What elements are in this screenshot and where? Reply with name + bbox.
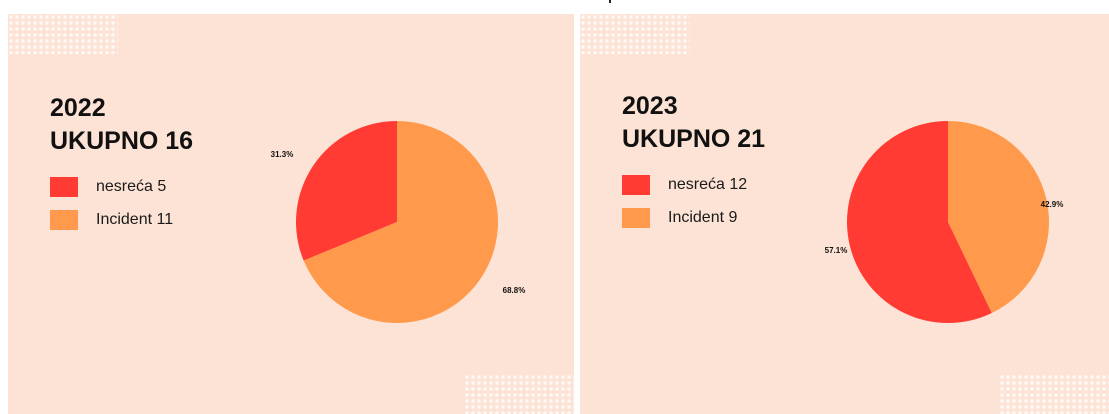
pie-percent-label: 42.9%	[1041, 200, 1064, 209]
pie-percent-label: 68.8%	[503, 286, 526, 295]
legend-item-nesreca: nesreća 12	[622, 168, 747, 201]
legend-item-incident: Incident 11	[50, 203, 173, 236]
chart-total: UKUPNO 16	[50, 127, 194, 155]
chart-title: 2023 UKUPNO 21	[622, 90, 765, 156]
pie-slice-incident	[303, 121, 498, 324]
pie-chart: 57.1% 42.9%	[825, 121, 1064, 323]
pie-slice-incident	[948, 121, 1049, 313]
chart-panel-2022: 2022 UKUPNO 16 nesreća 5 Incident 11 31.…	[8, 14, 574, 414]
legend-item-incident: Incident 9	[622, 201, 747, 234]
legend: nesreća 5 Incident 11	[50, 170, 173, 236]
legend-label: Incident 11	[96, 210, 174, 228]
decorative-dots	[999, 374, 1109, 414]
legend-label: nesreća 5	[96, 177, 167, 195]
chart-year: 2022	[50, 94, 106, 122]
legend-item-nesreca: nesreća 5	[50, 170, 173, 203]
chart-title: 2022 UKUPNO 16	[50, 92, 193, 158]
decorative-dots	[580, 14, 690, 54]
legend: nesreća 12 Incident 9	[622, 168, 747, 234]
pie-slice-nesreca	[296, 121, 397, 261]
chart-year: 2023	[622, 92, 678, 120]
legend-swatch	[622, 174, 650, 195]
pie-percent-label: 31.3%	[271, 150, 294, 159]
legend-label: Incident 9	[668, 208, 738, 226]
pie-percent-label: 57.1%	[825, 246, 848, 255]
decorative-dots	[464, 374, 574, 414]
decorative-dots	[8, 14, 118, 54]
legend-swatch	[50, 209, 78, 230]
chart-total: UKUPNO 21	[622, 125, 766, 153]
stray-dot	[609, 0, 611, 3]
legend-label: nesreća 12	[668, 175, 748, 193]
pie-slice-nesreca	[847, 121, 992, 323]
pie-chart: 31.3% 68.8%	[271, 121, 526, 324]
legend-swatch	[622, 207, 650, 228]
chart-panel-2023: 2023 UKUPNO 21 nesreća 12 Incident 9 57.…	[580, 14, 1109, 414]
legend-swatch	[50, 176, 78, 197]
